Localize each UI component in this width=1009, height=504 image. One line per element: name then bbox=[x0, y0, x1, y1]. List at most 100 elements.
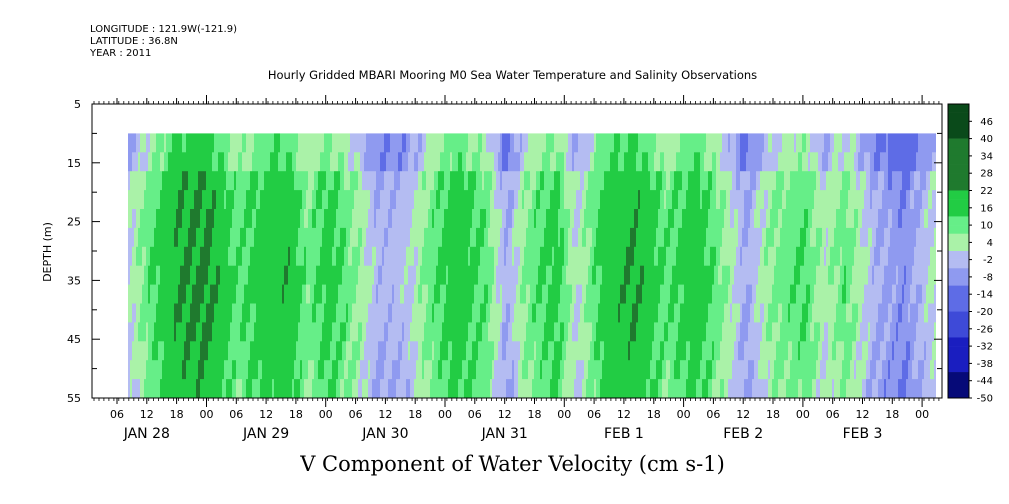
heatmap-cell bbox=[720, 246, 722, 267]
heatmap-cell bbox=[544, 246, 546, 267]
heatmap-cell bbox=[474, 152, 476, 172]
heatmap-cell bbox=[436, 322, 438, 342]
heatmap-cell bbox=[794, 322, 796, 342]
heatmap-cell bbox=[318, 379, 320, 399]
heatmap-cell bbox=[364, 379, 366, 399]
heatmap-cell bbox=[254, 171, 256, 191]
heatmap-cell bbox=[360, 171, 362, 191]
heatmap-cell bbox=[442, 360, 444, 380]
heatmap-cell bbox=[604, 133, 606, 153]
heatmap-cell bbox=[806, 133, 808, 153]
heatmap-cell bbox=[544, 190, 546, 210]
heatmap-cell bbox=[778, 284, 780, 304]
heatmap-cell bbox=[144, 360, 146, 380]
heatmap-cell bbox=[728, 209, 730, 229]
heatmap-cell bbox=[420, 303, 422, 323]
heatmap-cell bbox=[748, 284, 750, 304]
heatmap-cell bbox=[216, 190, 218, 210]
heatmap-cell bbox=[326, 360, 328, 380]
heatmap-cell bbox=[468, 360, 470, 380]
heatmap-cell bbox=[284, 209, 286, 229]
heatmap-cell bbox=[324, 360, 326, 380]
heatmap-cell bbox=[170, 341, 172, 361]
heatmap-cell bbox=[168, 133, 170, 153]
heatmap-cell bbox=[638, 341, 640, 361]
heatmap-cell bbox=[394, 322, 396, 342]
heatmap-cell bbox=[830, 246, 832, 267]
heatmap-cell bbox=[420, 284, 422, 304]
heatmap-cell bbox=[254, 190, 256, 210]
heatmap-cell bbox=[814, 341, 816, 361]
heatmap-cell bbox=[258, 322, 260, 342]
heatmap-cell bbox=[176, 246, 178, 267]
heatmap-cell bbox=[610, 265, 612, 286]
heatmap-cell bbox=[648, 171, 650, 191]
heatmap-cell bbox=[686, 209, 688, 229]
heatmap-cell bbox=[558, 190, 560, 210]
heatmap-cell bbox=[632, 360, 634, 380]
heatmap-cell bbox=[626, 133, 628, 153]
heatmap-cell bbox=[152, 190, 154, 210]
heatmap-cell bbox=[676, 379, 678, 399]
heatmap-cell bbox=[282, 265, 284, 286]
heatmap-cell bbox=[174, 341, 176, 361]
heatmap-cell bbox=[622, 303, 624, 323]
heatmap-cell bbox=[462, 246, 464, 267]
heatmap-cell bbox=[152, 246, 154, 267]
heatmap-cell bbox=[438, 265, 440, 286]
heatmap-cell bbox=[432, 265, 434, 286]
heatmap-cell bbox=[274, 246, 276, 267]
heatmap-cell bbox=[838, 360, 840, 380]
heatmap-cell bbox=[780, 265, 782, 286]
heatmap-cell bbox=[600, 379, 602, 399]
heatmap-cell bbox=[348, 133, 350, 153]
heatmap-cell bbox=[294, 322, 296, 342]
heatmap-cell bbox=[358, 284, 360, 304]
heatmap-cell bbox=[696, 190, 698, 210]
heatmap-cell bbox=[456, 341, 458, 361]
heatmap-cell bbox=[376, 322, 378, 342]
heatmap-cell bbox=[824, 209, 826, 229]
heatmap-cell bbox=[210, 322, 212, 342]
heatmap-cell bbox=[564, 322, 566, 342]
heatmap-cell bbox=[616, 341, 618, 361]
heatmap-cell bbox=[758, 152, 760, 172]
heatmap-cell bbox=[766, 284, 768, 304]
heatmap-cell bbox=[466, 152, 468, 172]
heatmap-cell bbox=[246, 209, 248, 229]
heatmap-cell bbox=[758, 360, 760, 380]
heatmap-cell bbox=[480, 133, 482, 153]
heatmap-cell bbox=[276, 152, 278, 172]
heatmap-cell bbox=[200, 341, 202, 361]
heatmap-cell bbox=[232, 379, 234, 399]
heatmap-cell bbox=[748, 246, 750, 267]
heatmap-cell bbox=[548, 246, 550, 267]
heatmap-cell bbox=[334, 379, 336, 399]
heatmap-cell bbox=[690, 341, 692, 361]
heatmap-cell bbox=[290, 360, 292, 380]
heatmap-cell bbox=[146, 284, 148, 304]
heatmap-cell bbox=[458, 379, 460, 399]
heatmap-cell bbox=[562, 265, 564, 286]
heatmap-cell bbox=[180, 360, 182, 380]
heatmap-cell bbox=[460, 227, 462, 248]
heatmap-cell bbox=[624, 322, 626, 342]
heatmap-cell bbox=[308, 265, 310, 286]
heatmap-cell bbox=[684, 265, 686, 286]
heatmap-cell bbox=[338, 209, 340, 229]
heatmap-cell bbox=[194, 379, 196, 399]
heatmap-cell bbox=[546, 190, 548, 210]
heatmap-cell bbox=[554, 265, 556, 286]
heatmap-cell bbox=[192, 284, 194, 304]
heatmap-cell bbox=[810, 284, 812, 304]
heatmap-cell bbox=[734, 171, 736, 191]
heatmap-cell bbox=[462, 133, 464, 153]
heatmap-cell bbox=[486, 303, 488, 323]
heatmap-cell bbox=[620, 227, 622, 248]
heatmap-cell bbox=[254, 152, 256, 172]
heatmap-cell bbox=[632, 284, 634, 304]
heatmap-cell bbox=[750, 379, 752, 399]
heatmap-cell bbox=[222, 190, 224, 210]
heatmap-cell bbox=[734, 303, 736, 323]
heatmap-cell bbox=[566, 246, 568, 267]
